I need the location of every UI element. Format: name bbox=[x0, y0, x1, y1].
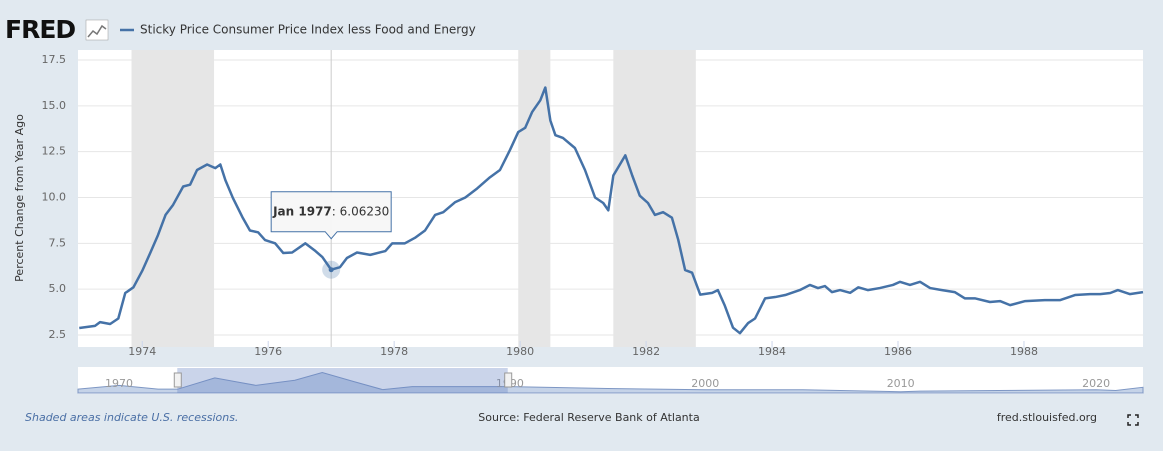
tooltip-sep: : bbox=[332, 204, 340, 218]
x-tick-label: 1980 bbox=[506, 345, 534, 358]
y-tick-label: 2.5 bbox=[49, 328, 67, 341]
hover-point bbox=[328, 267, 334, 273]
logo: FRED bbox=[5, 15, 75, 44]
legend-label[interactable]: Sticky Price Consumer Price Index less F… bbox=[140, 23, 476, 37]
navigator-selection[interactable] bbox=[177, 368, 508, 393]
y-tick-label: 5.0 bbox=[49, 282, 67, 295]
tooltip-date: Jan 1977 bbox=[272, 204, 332, 218]
recession-band bbox=[518, 50, 551, 347]
y-axis-label: Percent Change from Year Ago bbox=[13, 114, 26, 282]
x-tick-label: 1978 bbox=[380, 345, 408, 358]
x-tick-label: 1988 bbox=[1010, 345, 1038, 358]
x-tick-label: 1982 bbox=[632, 345, 660, 358]
series-line bbox=[79, 86, 1144, 335]
navigator-tick-label: 2020 bbox=[1082, 377, 1110, 390]
navigator-handle[interactable] bbox=[504, 372, 513, 388]
logo-icon bbox=[85, 19, 109, 41]
x-tick-label: 1986 bbox=[884, 345, 912, 358]
y-tick-label: 7.5 bbox=[49, 236, 67, 249]
fullscreen-button[interactable] bbox=[1127, 414, 1139, 426]
x-tick-label: 1976 bbox=[254, 345, 282, 358]
x-tick-label: 1974 bbox=[128, 345, 156, 358]
recession-band bbox=[613, 50, 696, 347]
navigator-tick-label: 1970 bbox=[105, 377, 133, 390]
navigator-tick-label: 2000 bbox=[691, 377, 719, 390]
recession-band bbox=[131, 50, 215, 347]
navigator-area bbox=[77, 372, 1144, 394]
tooltip-box bbox=[270, 191, 392, 240]
tooltip-value: 6.06230 bbox=[340, 204, 390, 218]
tooltip: Jan 1977: 6.06230 bbox=[270, 191, 392, 240]
x-tick-label: 1984 bbox=[758, 345, 786, 358]
y-tick-label: 17.5 bbox=[42, 53, 67, 66]
navigator-tick-label: 2010 bbox=[887, 377, 915, 390]
y-tick-label: 15.0 bbox=[42, 99, 67, 112]
tooltip-text: Jan 1977: 6.06230 bbox=[272, 204, 389, 218]
site-url[interactable]: fred.stlouisfed.org bbox=[997, 411, 1097, 424]
navigator-handle[interactable] bbox=[173, 372, 182, 388]
y-tick-label: 12.5 bbox=[42, 145, 67, 158]
y-tick-label: 10.0 bbox=[42, 191, 67, 204]
recession-note: Shaded areas indicate U.S. recessions. bbox=[25, 411, 238, 424]
source: Source: Federal Reserve Bank of Atlanta bbox=[478, 411, 699, 424]
